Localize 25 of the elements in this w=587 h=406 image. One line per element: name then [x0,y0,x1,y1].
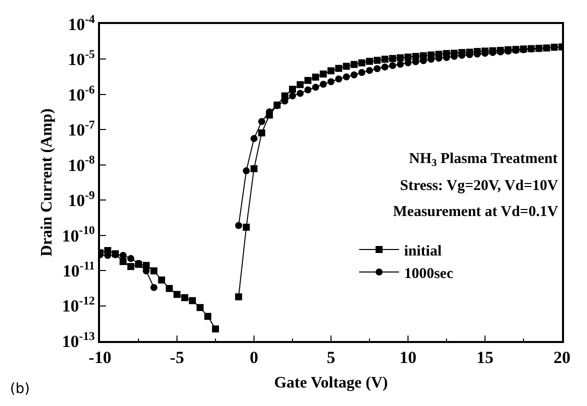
x-tick-label: 15 [476,348,494,368]
y-tick-label: 10$^{-9}$ [68,188,95,210]
y-tick-label: 10$^{-5}$ [68,47,95,70]
legend-label: 1000sec [404,266,454,282]
annotation: NH$_{3}$ Plasma Treatment [409,151,558,170]
x-tick-label: 0 [250,348,258,368]
y-tick-label: 10$^{-13}$ [62,328,95,351]
y-tick-label: 10$^{-10}$ [62,223,95,246]
annotation: Measurement at Vd=0.1V [393,204,558,220]
x-tick-label: -5 [170,348,184,368]
text: (b) [10,381,30,397]
annotation: Stress: Vg=20V, Vd=10V [400,178,558,194]
y-tick-label: 10$^{-6}$ [68,82,95,104]
x-tick-label: -10 [88,348,112,368]
x-axis-title: Gate Voltage (V) [274,374,388,392]
y-tick-label: 10$^{-8}$ [68,152,95,175]
y-tick-label: 10$^{-11}$ [62,258,95,281]
y-tick-label: 10$^{-4}$ [68,12,95,34]
y-tick-label: 10$^{-12}$ [62,294,95,316]
legend-label: initial [404,243,442,260]
x-tick-label: 5 [326,348,336,368]
y-axis-title: Drain Current (Amp) [38,108,56,257]
x-tick-label: 20 [554,348,570,368]
y-tick-label: 10$^{-7}$ [68,117,95,140]
x-tick-label: 10 [400,348,416,368]
